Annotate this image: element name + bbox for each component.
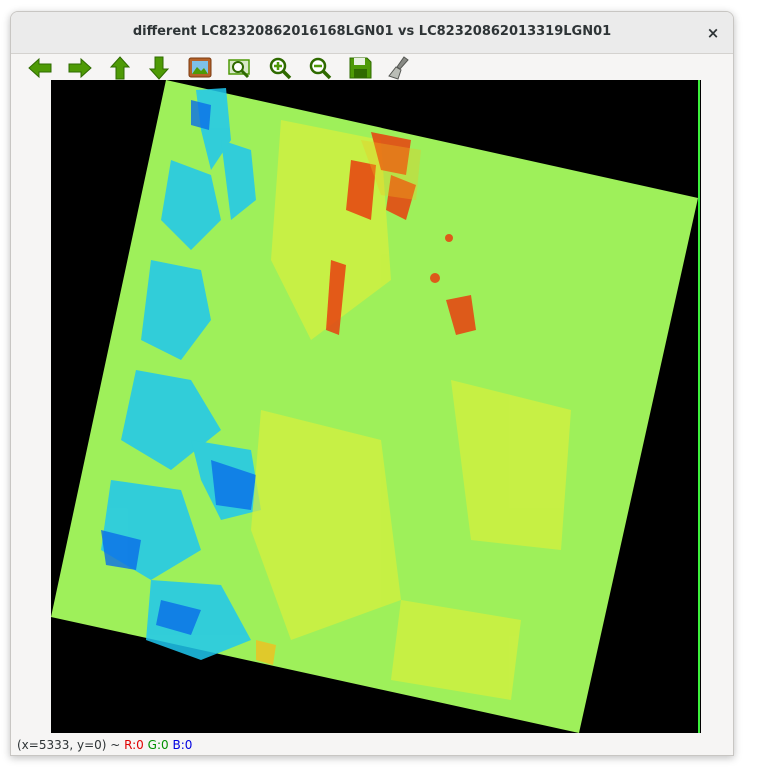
clear-button[interactable]	[384, 54, 414, 82]
orange-zone	[256, 140, 421, 665]
image-icon	[188, 57, 212, 78]
deep-cold-zone	[101, 100, 256, 635]
zoom-out-button[interactable]	[305, 54, 335, 82]
title-bar[interactable]: different LC82320862016168LGN01 vs LC823…	[11, 12, 733, 54]
toolbar	[19, 53, 719, 83]
save-icon	[349, 57, 372, 79]
red-value: R:0	[124, 738, 144, 752]
zoom-fit-icon	[228, 59, 250, 79]
green-value: G:0	[147, 738, 169, 752]
status-bar: (x=5333, y=0) ~ R:0 G:0 B:0	[17, 736, 192, 754]
clear-icon	[388, 56, 409, 80]
zoom-out-icon	[309, 57, 332, 80]
window-title: different LC82320862016168LGN01 vs LC823…	[132, 24, 612, 39]
zoom-in-icon	[269, 57, 292, 80]
forward-button[interactable]	[65, 54, 95, 82]
viewer-window: different LC82320862016168LGN01 vs LC823…	[10, 11, 734, 756]
back-icon	[28, 57, 52, 79]
down-button[interactable]	[144, 54, 174, 82]
down-icon	[148, 56, 170, 80]
warm-zone	[251, 120, 571, 700]
hot-zone	[326, 132, 476, 335]
forward-icon	[68, 57, 92, 79]
zoom-in-button[interactable]	[265, 54, 295, 82]
zoom-fit-button[interactable]	[224, 54, 254, 82]
up-button[interactable]	[105, 54, 135, 82]
scene-footprint	[51, 80, 698, 733]
image-canvas[interactable]	[51, 80, 701, 733]
blue-value: B:0	[172, 738, 193, 752]
coords-readout: (x=5333, y=0) ~	[17, 738, 125, 752]
close-button[interactable]: ×	[706, 24, 720, 42]
back-button[interactable]	[25, 54, 55, 82]
difference-image	[51, 80, 701, 733]
up-icon	[109, 56, 131, 80]
save-button[interactable]	[345, 54, 375, 82]
image-button[interactable]	[185, 54, 215, 82]
